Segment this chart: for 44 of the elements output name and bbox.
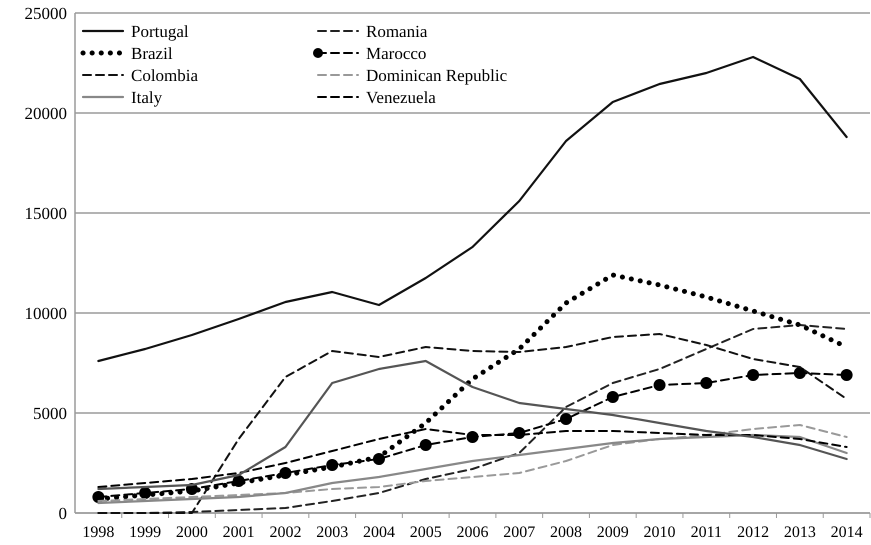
y-tick-label: 0	[58, 504, 67, 523]
x-tick-label: 1998	[82, 524, 114, 541]
x-tick-label: 2000	[176, 524, 208, 541]
x-tick-label: 2006	[456, 524, 488, 541]
legend-label: Marocco	[366, 44, 426, 63]
point	[139, 487, 152, 499]
x-tick-label: 2002	[269, 524, 302, 541]
point	[654, 379, 666, 391]
legend-label: Portugal	[131, 22, 189, 41]
point	[326, 459, 338, 471]
point	[747, 369, 760, 381]
y-tick-label: 25000	[24, 4, 67, 23]
point	[700, 377, 712, 389]
legend-label: Italy	[131, 88, 163, 107]
point	[420, 439, 432, 451]
x-tick-label: 2009	[596, 524, 629, 541]
point	[232, 475, 245, 487]
x-tick-label: 2008	[550, 524, 582, 541]
y-tick-label: 5000	[33, 404, 67, 423]
x-tick-label: 2004	[362, 524, 395, 541]
legend-label: Colombia	[131, 66, 199, 85]
x-tick-label: 2014	[830, 524, 863, 541]
y-tick-label: 10000	[24, 304, 67, 323]
x-tick-label: 2011	[690, 524, 722, 541]
y-tick-label: 20000	[24, 104, 67, 123]
x-tick-label: 2010	[644, 524, 676, 541]
x-tick-label: 2005	[410, 524, 442, 541]
point	[606, 391, 619, 403]
point	[279, 467, 292, 479]
x-tick-label: 2003	[316, 524, 348, 541]
point	[840, 369, 853, 381]
x-tick-label: 1999	[129, 524, 162, 541]
x-tick-label: 2007	[503, 524, 536, 541]
point	[560, 413, 572, 425]
y-tick-label: 15000	[24, 204, 67, 223]
x-tick-label: 2013	[784, 524, 816, 541]
point	[372, 453, 385, 465]
x-tick-label: 2012	[737, 524, 770, 541]
legend-label: Romania	[366, 22, 428, 41]
point	[794, 367, 806, 379]
x-tick-label: 2001	[222, 524, 255, 541]
legend-label: Venezuela	[366, 88, 436, 107]
legend-label: Brazil	[131, 44, 173, 63]
legend-label: Dominican Republic	[366, 66, 508, 85]
